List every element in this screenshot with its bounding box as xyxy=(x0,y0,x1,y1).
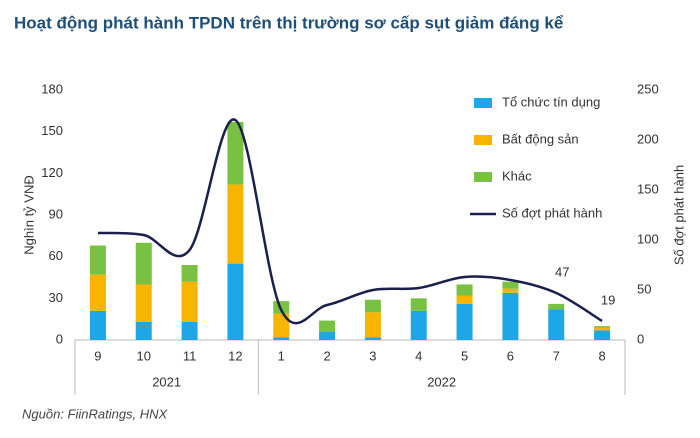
x-tick-label: 4 xyxy=(415,348,422,363)
legend-swatch xyxy=(474,98,492,108)
bar xyxy=(548,303,565,310)
group-label: 2022 xyxy=(427,374,456,389)
x-tick-label: 10 xyxy=(137,348,151,363)
bar xyxy=(456,284,473,296)
bar xyxy=(181,281,198,322)
y-tick-label: 150 xyxy=(41,123,63,138)
bar xyxy=(456,295,473,304)
bar xyxy=(410,298,427,311)
y-tick-label: 180 xyxy=(41,81,63,96)
line xyxy=(97,118,603,325)
bar xyxy=(319,320,336,332)
bar xyxy=(227,263,244,340)
bar xyxy=(181,265,198,282)
x-tick-label: 6 xyxy=(507,348,514,363)
bar xyxy=(364,337,381,340)
bar xyxy=(135,284,152,322)
bar xyxy=(594,330,611,340)
bar xyxy=(273,337,290,340)
legend-swatch xyxy=(474,135,492,145)
y2-tick-label: 200 xyxy=(637,131,659,146)
y2-tick-label: 150 xyxy=(637,181,659,196)
x-tick-label: 7 xyxy=(553,348,560,363)
x-tick-label: 5 xyxy=(461,348,468,363)
y-tick-label: 30 xyxy=(49,290,63,305)
bar xyxy=(227,184,244,264)
y2-axis-label: Số đợt phát hành xyxy=(671,165,686,265)
y2-tick-label: 250 xyxy=(637,81,659,96)
x-tick-label: 2 xyxy=(323,348,330,363)
bar xyxy=(135,321,152,340)
y-tick-label: 120 xyxy=(41,165,63,180)
bar xyxy=(502,281,519,289)
bar xyxy=(89,245,106,275)
legend-label: Số đợt phát hành xyxy=(502,205,602,220)
x-tick-label: 1 xyxy=(278,348,285,363)
data-label: 47 xyxy=(555,264,569,279)
y-tick-label: 0 xyxy=(56,331,63,346)
legend-label: Tổ chức tín dụng xyxy=(502,94,600,109)
bar xyxy=(456,303,473,340)
y2-tick-label: 50 xyxy=(637,281,651,296)
bar xyxy=(227,121,244,185)
bar xyxy=(273,313,290,338)
legend-label: Bất động sản xyxy=(502,131,579,146)
bar xyxy=(502,288,519,293)
bar xyxy=(594,326,611,328)
bar xyxy=(410,310,427,340)
bar xyxy=(135,242,152,285)
bar xyxy=(89,310,106,340)
x-tick-label: 3 xyxy=(369,348,376,363)
bar xyxy=(364,299,381,313)
y-axis-label: Nghìn tỷ VNĐ xyxy=(21,175,36,254)
group-label: 2021 xyxy=(152,374,181,389)
x-tick-label: 8 xyxy=(598,348,605,363)
source: Nguồn: FiinRatings, HNX xyxy=(22,406,169,421)
y2-tick-label: 100 xyxy=(637,231,659,246)
bar xyxy=(548,309,565,340)
bar xyxy=(594,327,611,331)
y-tick-label: 90 xyxy=(49,206,63,221)
bar xyxy=(364,312,381,338)
y-tick-label: 60 xyxy=(49,248,63,263)
x-tick-label: 9 xyxy=(94,348,101,363)
y2-tick-label: 0 xyxy=(637,331,644,346)
bar xyxy=(319,331,336,340)
data-label: 19 xyxy=(601,292,615,307)
bar xyxy=(502,292,519,340)
bar xyxy=(181,321,198,340)
bar xyxy=(89,274,106,311)
legend-label: Khác xyxy=(502,168,532,183)
x-tick-label: 11 xyxy=(183,348,197,363)
x-tick-label: 12 xyxy=(228,348,242,363)
chart-title: Hoạt động phát hành TPDN trên thị trường… xyxy=(14,13,564,32)
legend-swatch xyxy=(474,172,492,182)
